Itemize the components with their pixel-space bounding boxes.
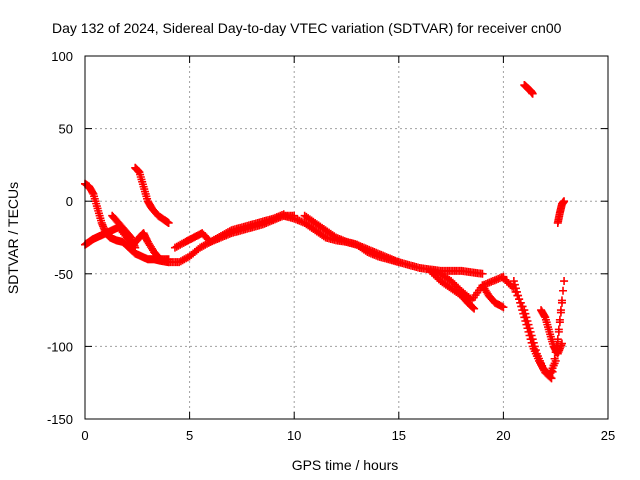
data-point (469, 303, 478, 312)
x-axis-label: GPS time / hours (292, 457, 399, 473)
data-point (514, 291, 523, 300)
data-point (546, 373, 555, 382)
series-track-14 (537, 306, 566, 358)
data-point (522, 320, 531, 329)
data-point (548, 367, 557, 376)
data-point (394, 258, 403, 267)
data-point (550, 354, 559, 363)
x-tick-label: 0 (81, 428, 88, 443)
data-points (81, 81, 569, 383)
data-point (519, 309, 528, 318)
x-tick-label: 20 (496, 428, 510, 443)
data-point (517, 302, 526, 311)
data-point (523, 324, 532, 333)
series-track-15 (520, 81, 537, 98)
data-point (527, 338, 536, 347)
data-point (225, 227, 234, 236)
data-point (509, 277, 518, 286)
series-track-12 (499, 274, 566, 380)
data-point (520, 313, 529, 322)
data-point (319, 232, 328, 241)
data-point (470, 304, 479, 313)
x-tick-label: 5 (186, 428, 193, 443)
x-tick-label: 25 (601, 428, 615, 443)
tick-labels: 0 5 10 15 20 25 -150 -100 -50 0 50 100 (47, 49, 615, 443)
data-point (499, 303, 508, 312)
data-point (555, 315, 564, 324)
series-track-10 (426, 266, 479, 313)
plot-border (84, 55, 609, 420)
data-point (556, 306, 565, 315)
data-point (511, 284, 520, 293)
series-track-6 (170, 210, 288, 252)
grid (85, 56, 608, 419)
axes (84, 55, 609, 420)
data-point (510, 280, 519, 289)
data-point (559, 286, 568, 295)
chart-title: Day 132 of 2024, Sidereal Day-to-day VTE… (52, 20, 562, 36)
y-tick-label: 100 (51, 49, 73, 64)
series-track-4 (131, 163, 173, 227)
data-point (512, 287, 521, 296)
series-track-3 (108, 211, 140, 252)
series-track-11 (478, 281, 508, 312)
data-point (549, 361, 558, 370)
data-point (557, 296, 566, 305)
series-track-8 (300, 211, 403, 267)
y-tick-label: 50 (59, 122, 73, 137)
data-point (518, 306, 527, 315)
y-axis-label: SDTVAR / TECUs (5, 182, 21, 294)
y-tick-label: -150 (47, 412, 73, 427)
data-point (524, 327, 533, 336)
data-point (547, 374, 556, 383)
data-point (516, 298, 525, 307)
data-point (560, 197, 569, 206)
series-track-16 (553, 197, 569, 227)
data-point (131, 243, 140, 252)
data-point (521, 316, 530, 325)
data-point (528, 89, 537, 98)
data-point (515, 295, 524, 304)
x-tick-label: 10 (287, 428, 301, 443)
data-point (526, 335, 535, 344)
data-point (478, 269, 487, 278)
data-point (557, 339, 566, 348)
y-tick-label: -50 (54, 267, 73, 282)
data-point (525, 331, 534, 340)
series-track-13 (509, 277, 569, 383)
data-point (164, 218, 173, 227)
data-point (560, 277, 569, 286)
y-tick-label: 0 (66, 194, 73, 209)
x-tick-label: 15 (392, 428, 406, 443)
data-point (554, 325, 563, 334)
y-tick-label: -100 (47, 339, 73, 354)
